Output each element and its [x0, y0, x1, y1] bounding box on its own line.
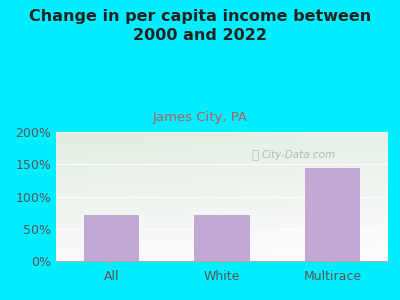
Bar	[305, 168, 360, 261]
Text: Change in per capita income between
2000 and 2022: Change in per capita income between 2000…	[29, 9, 371, 43]
Text: City-Data.com: City-Data.com	[261, 150, 336, 160]
Text: ⌕: ⌕	[252, 149, 259, 162]
Bar	[84, 214, 139, 261]
Text: James City, PA: James City, PA	[152, 111, 248, 124]
Bar	[194, 215, 250, 261]
